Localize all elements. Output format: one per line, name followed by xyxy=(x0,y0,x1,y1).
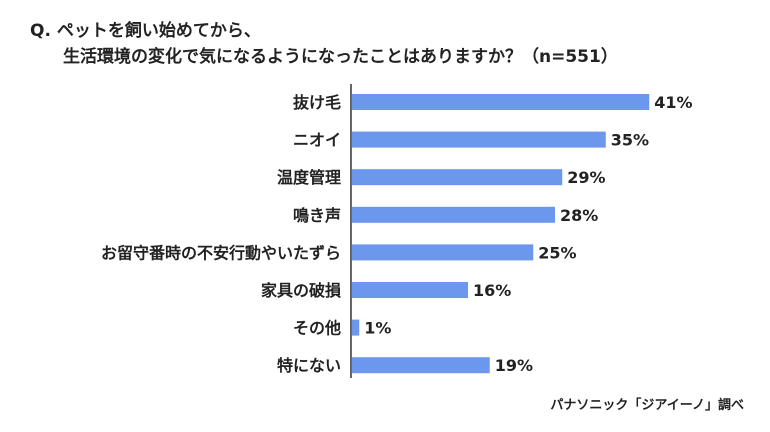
category-label: 鳴き声 xyxy=(293,206,341,225)
value-label: 28% xyxy=(560,206,598,225)
bar xyxy=(352,94,650,110)
value-label: 41% xyxy=(654,93,692,112)
bar xyxy=(352,357,490,374)
source-credit: パナソニック「ジアイーノ」調べ xyxy=(550,398,744,413)
category-label: 温度管理 xyxy=(276,168,341,187)
category-label: 抜け毛 xyxy=(293,93,341,112)
category-label: ニオイ xyxy=(293,131,341,150)
value-label: 1% xyxy=(364,319,391,338)
question-title: Q. ペットを飼い始めてから、 生活環境の変化で気になるようになったことはありま… xyxy=(30,18,618,70)
question-line-2: 生活環境の変化で気になるようになったことはありますか？（n=551） xyxy=(63,47,618,67)
bar xyxy=(352,244,534,261)
category-label: その他 xyxy=(293,319,341,338)
value-label: 29% xyxy=(567,168,605,187)
bar xyxy=(352,169,563,186)
value-label: 19% xyxy=(495,356,533,375)
bar xyxy=(352,282,468,298)
bar xyxy=(352,131,606,148)
value-label: 16% xyxy=(473,281,511,300)
value-label: 35% xyxy=(611,131,649,150)
value-label: 25% xyxy=(538,243,576,262)
question-line-1: Q. ペットを飼い始めてから、 xyxy=(30,21,261,41)
category-label: 特にない xyxy=(277,356,341,375)
category-label: お留守番時の不安行動やいたずら xyxy=(101,243,341,262)
bar xyxy=(352,319,360,336)
category-label: 家具の破損 xyxy=(261,281,342,300)
bar xyxy=(352,206,555,223)
